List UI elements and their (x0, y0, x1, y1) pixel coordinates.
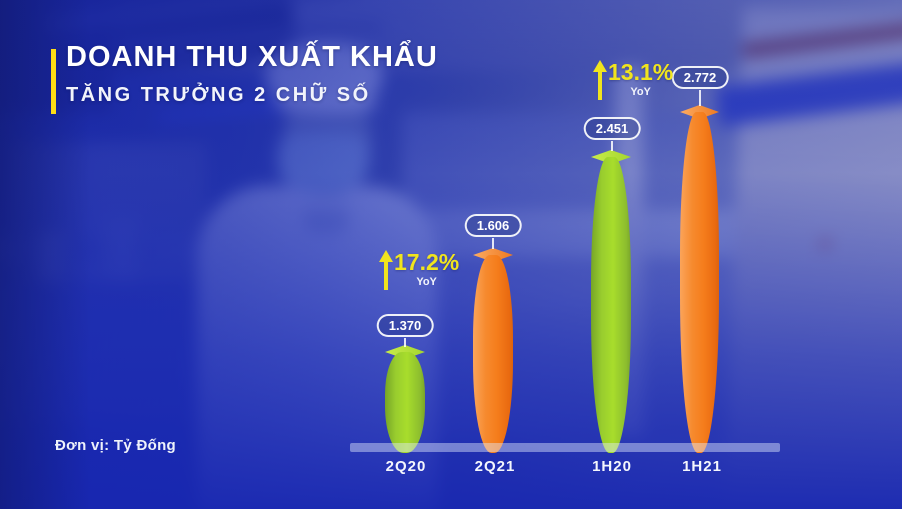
title-accent-bar (51, 49, 56, 114)
category-label-1h21: 1H21 (682, 458, 722, 475)
bar-1h20 (591, 150, 631, 453)
value-badge-1h21: 2.772 (671, 66, 729, 89)
bar-front-face (385, 352, 425, 453)
category-label-1h20: 1H20 (592, 458, 632, 475)
bar-front-face (473, 255, 513, 453)
unit-note: Đơn vị: Tỷ Đống (55, 437, 176, 454)
bar-front-face (680, 112, 719, 453)
growth-percent: 13.1% (608, 59, 674, 85)
chart-baseline (350, 443, 780, 452)
bar-1h21 (680, 105, 719, 453)
growth-period: YoY (416, 276, 437, 289)
badge-connector (699, 90, 701, 106)
category-label-2q21: 2Q21 (474, 458, 516, 475)
value-badge-2q20: 1.370 (376, 314, 434, 337)
bar-2q21 (473, 248, 513, 453)
bar-2q20 (385, 345, 425, 453)
page-title: DOANH THU XUẤT KHẨU (66, 41, 438, 73)
up-arrow-icon (379, 250, 393, 290)
up-arrow-icon (593, 60, 607, 100)
growth-percent: 17.2% (394, 249, 460, 275)
value-badge-2q21: 1.606 (464, 214, 522, 237)
page-subtitle: TĂNG TRƯỞNG 2 CHỮ SỐ (66, 84, 371, 106)
growth-annotation-1h: 13.1% YoY (593, 59, 674, 100)
badge-connector (611, 141, 613, 151)
badge-connector (492, 238, 494, 249)
bar-front-face (591, 157, 631, 453)
category-label-2q20: 2Q20 (385, 458, 427, 475)
growth-period: YoY (630, 86, 651, 99)
badge-connector (404, 338, 406, 347)
value-badge-1h20: 2.451 (583, 117, 641, 140)
growth-annotation-q2: 17.2% YoY (379, 249, 460, 290)
